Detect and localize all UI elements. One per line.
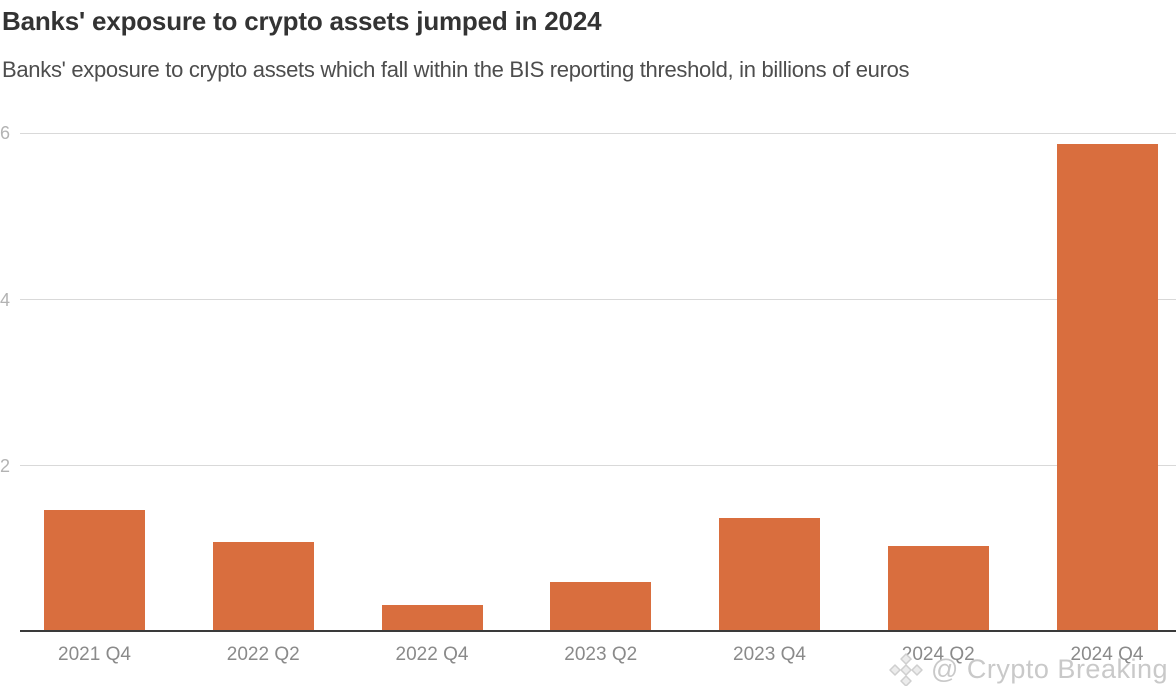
bar-2023-q2 bbox=[550, 582, 652, 632]
x-tick-label: 2022 Q2 bbox=[226, 644, 300, 665]
x-tick-label: 2022 Q4 bbox=[395, 644, 469, 665]
bar-2022-q4 bbox=[381, 604, 483, 632]
x-tick-label: 2023 Q4 bbox=[733, 644, 806, 665]
x-tick-label: 2024 Q4 bbox=[1070, 644, 1144, 665]
bar-2024-q2 bbox=[887, 546, 989, 632]
gridline-y4 bbox=[20, 299, 1176, 301]
bar-2022-q2 bbox=[212, 542, 314, 632]
gridline-y6 bbox=[20, 132, 1176, 134]
bar-2023-q4 bbox=[719, 518, 820, 632]
watermark: @ Crypto Breaking bbox=[887, 652, 1168, 686]
binance-diamond-icon bbox=[889, 653, 923, 686]
chart-subtitle: Banks' exposure to crypto assets which f… bbox=[2, 57, 910, 82]
x-axis-line bbox=[20, 630, 1176, 632]
x-tick-label: 2024 Q2 bbox=[901, 644, 975, 665]
chart-title: Banks' exposure to crypto assets jumped … bbox=[2, 6, 602, 36]
gridline-y2 bbox=[20, 465, 1176, 467]
y-tick-label: 6 bbox=[0, 123, 11, 144]
bar-2024-q4 bbox=[1056, 144, 1158, 632]
x-tick-label: 2021 Q4 bbox=[58, 644, 131, 665]
y-tick-label: 2 bbox=[0, 455, 11, 476]
x-tick-label: 2023 Q2 bbox=[564, 644, 638, 665]
bar-2021-q4 bbox=[44, 509, 145, 632]
watermark-text: @ Crypto Breaking bbox=[931, 653, 1168, 684]
y-tick-label: 4 bbox=[0, 289, 11, 310]
